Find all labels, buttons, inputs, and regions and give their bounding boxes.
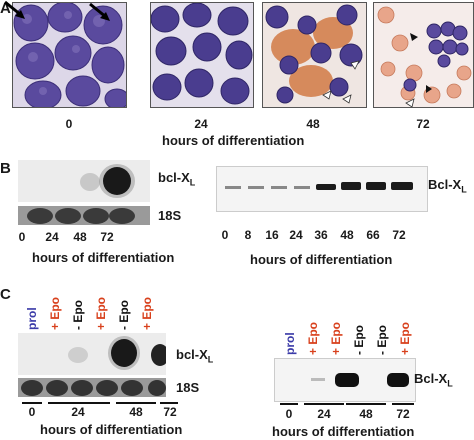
group-label: 72	[163, 405, 177, 419]
micrograph-48h	[262, 2, 367, 108]
group-label: 72	[396, 407, 410, 421]
axis-title: hours of differentiation	[162, 133, 305, 148]
group-underline	[304, 403, 344, 405]
lane-label: 48	[73, 230, 87, 244]
panel-c-label: C	[0, 286, 11, 303]
lane-label: 36	[314, 228, 328, 242]
micrograph-24h	[150, 2, 254, 108]
group-label: 0	[28, 405, 36, 419]
lane-label-prol: prol	[25, 307, 39, 330]
group-label: 24	[317, 407, 331, 421]
lane-label-minus-epo: - Epo	[71, 300, 85, 330]
western-blot-bclxl	[274, 358, 416, 402]
group-underline	[22, 402, 42, 404]
band-label: Bcl-XL	[428, 177, 467, 195]
northern-blot-18s	[18, 378, 166, 397]
axis-title: hours of differentiation	[40, 422, 183, 437]
lane-label-minus-epo: - Epo	[375, 325, 389, 355]
lane-label: 0	[221, 228, 229, 242]
lane-label: 48	[340, 228, 354, 242]
lane-label: 16	[265, 228, 279, 242]
lane-label: 0	[18, 230, 26, 244]
group-underline	[392, 403, 414, 405]
micrograph-72h	[373, 2, 474, 108]
group-underline	[48, 402, 110, 404]
group-underline	[346, 403, 386, 405]
panel-a-label: A	[0, 0, 11, 17]
lane-label: 66	[366, 228, 380, 242]
lane-label-plus-epo: + Epo	[48, 296, 62, 330]
group-label: 48	[129, 405, 143, 419]
lane-label: 24	[289, 228, 303, 242]
axis-title: hours of differentiation	[272, 424, 415, 439]
western-blot-bclxl	[216, 166, 428, 212]
lane-label-minus-epo: - Epo	[117, 300, 131, 330]
northern-blot-bclxl	[18, 160, 150, 202]
group-underline	[160, 402, 178, 404]
group-label: 0	[285, 407, 293, 421]
group-label: 48	[359, 407, 373, 421]
control-label: 18S	[176, 380, 200, 395]
lane-label-plus-epo: + Epo	[94, 296, 108, 330]
lane-label: 72	[100, 230, 114, 244]
lane-label-plus-epo: + Epo	[140, 296, 154, 330]
control-label: 18S	[158, 208, 182, 223]
lane-label-plus-epo: + Epo	[398, 321, 412, 355]
lane-label-minus-epo: - Epo	[352, 325, 366, 355]
timepoint-label: 72	[416, 117, 430, 131]
lane-label-plus-epo: + Epo	[329, 321, 343, 355]
axis-title: hours of differentiation	[250, 252, 393, 267]
timepoint-label: 0	[65, 117, 73, 131]
band-label: bcl-XL	[176, 347, 214, 365]
arrow-icon	[88, 2, 114, 29]
axis-title: hours of differentiation	[32, 250, 175, 265]
band-label: Bcl-XL	[414, 371, 453, 389]
northern-blot-18s	[18, 206, 150, 225]
arrow-icon	[3, 0, 29, 27]
group-label: 24	[71, 405, 85, 419]
group-underline	[280, 403, 298, 405]
panel-b-label: B	[0, 160, 11, 177]
lane-label: 72	[392, 228, 406, 242]
timepoint-label: 48	[306, 117, 320, 131]
lane-label: 24	[45, 230, 59, 244]
lane-label-plus-epo: + Epo	[306, 321, 320, 355]
timepoint-label: 24	[194, 117, 208, 131]
band-label: bcl-XL	[158, 170, 196, 188]
northern-blot-bclxl	[18, 333, 166, 375]
group-underline	[116, 402, 156, 404]
lane-label-prol: prol	[283, 332, 297, 355]
lane-label: 8	[244, 228, 252, 242]
